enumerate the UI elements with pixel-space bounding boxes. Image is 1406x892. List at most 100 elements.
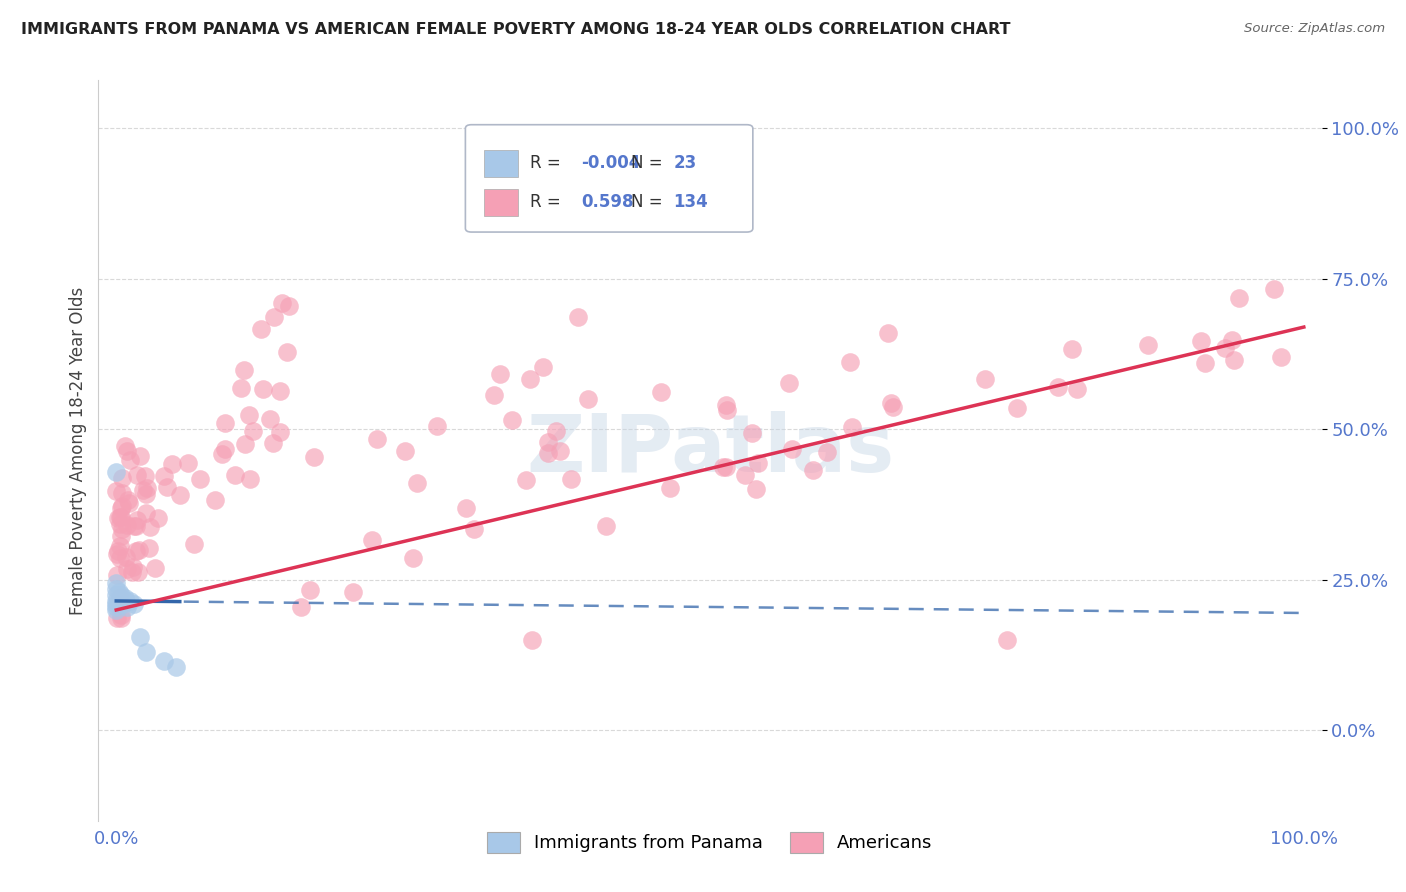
Point	[188, 472, 211, 486]
Point	[117, 493, 139, 508]
Point	[134, 469, 156, 483]
Point	[108, 509, 131, 524]
Point	[659, 482, 682, 496]
Bar	[484, 150, 517, 177]
Point	[211, 446, 233, 460]
Point	[122, 597, 145, 611]
Legend: Immigrants from Panama, Americans: Immigrants from Panama, Americans	[481, 824, 939, 860]
Point	[263, 310, 285, 324]
Point	[650, 384, 672, 399]
Point	[105, 484, 128, 499]
Point	[877, 326, 900, 341]
Point	[394, 444, 416, 458]
Point	[125, 543, 148, 558]
Point	[537, 446, 560, 460]
Point	[183, 537, 205, 551]
Point	[115, 599, 138, 614]
Point	[361, 533, 384, 547]
Point	[880, 395, 903, 409]
Point	[111, 471, 134, 485]
Point	[111, 500, 134, 514]
Point	[152, 654, 174, 668]
Point	[115, 562, 138, 576]
Point	[105, 588, 128, 602]
Point	[269, 384, 291, 399]
Text: N =: N =	[630, 194, 668, 211]
Point	[156, 480, 179, 494]
FancyBboxPatch shape	[465, 125, 752, 232]
Point	[714, 459, 737, 474]
Point	[112, 597, 135, 611]
Point	[576, 392, 599, 406]
Point	[270, 295, 292, 310]
Point	[1136, 337, 1159, 351]
Point	[135, 645, 157, 659]
Point	[489, 368, 512, 382]
Point	[548, 444, 571, 458]
Point	[153, 468, 176, 483]
Point	[714, 398, 737, 412]
Point	[557, 211, 579, 226]
Point	[269, 425, 291, 439]
Point	[262, 436, 284, 450]
Point	[108, 594, 131, 608]
Point	[105, 597, 128, 611]
Point	[111, 594, 134, 608]
Point	[1227, 291, 1250, 305]
Point	[108, 539, 131, 553]
Point	[114, 594, 136, 608]
Text: -0.004: -0.004	[582, 154, 641, 172]
Point	[838, 355, 860, 369]
Point	[129, 630, 152, 644]
Text: 23: 23	[673, 154, 696, 172]
Point	[129, 449, 152, 463]
Point	[118, 496, 141, 510]
Point	[143, 561, 166, 575]
Point	[780, 442, 803, 456]
Point	[259, 412, 281, 426]
Point	[110, 611, 132, 625]
Point	[546, 425, 568, 439]
Y-axis label: Female Poverty Among 18-24 Year Olds: Female Poverty Among 18-24 Year Olds	[69, 286, 87, 615]
Point	[135, 487, 157, 501]
Point	[406, 476, 429, 491]
Point	[120, 594, 142, 608]
Point	[122, 560, 145, 574]
Text: R =: R =	[530, 154, 567, 172]
Point	[595, 518, 617, 533]
Point	[841, 420, 863, 434]
Point	[108, 591, 131, 605]
Point	[138, 519, 160, 533]
Point	[105, 548, 128, 562]
Point	[456, 500, 478, 515]
Point	[463, 523, 485, 537]
Point	[519, 371, 541, 385]
Point	[204, 492, 226, 507]
Point	[366, 432, 388, 446]
Point	[107, 544, 129, 558]
Point	[108, 551, 131, 566]
Point	[1270, 350, 1292, 364]
Point	[165, 660, 187, 674]
Point	[127, 565, 149, 579]
Point	[239, 473, 262, 487]
Point	[716, 402, 738, 417]
Point	[105, 603, 128, 617]
Point	[214, 417, 236, 431]
Point	[298, 582, 321, 597]
Point	[815, 445, 838, 459]
Point	[132, 483, 155, 497]
Point	[238, 408, 260, 422]
Point	[121, 565, 143, 579]
Point	[125, 519, 148, 533]
Point	[426, 419, 449, 434]
Point	[111, 485, 134, 500]
Point	[1194, 356, 1216, 370]
Point	[342, 585, 364, 599]
Point	[110, 588, 132, 602]
Point	[110, 500, 132, 515]
Point	[110, 529, 132, 543]
Point	[1215, 341, 1237, 355]
Point	[105, 582, 128, 596]
Point	[242, 424, 264, 438]
